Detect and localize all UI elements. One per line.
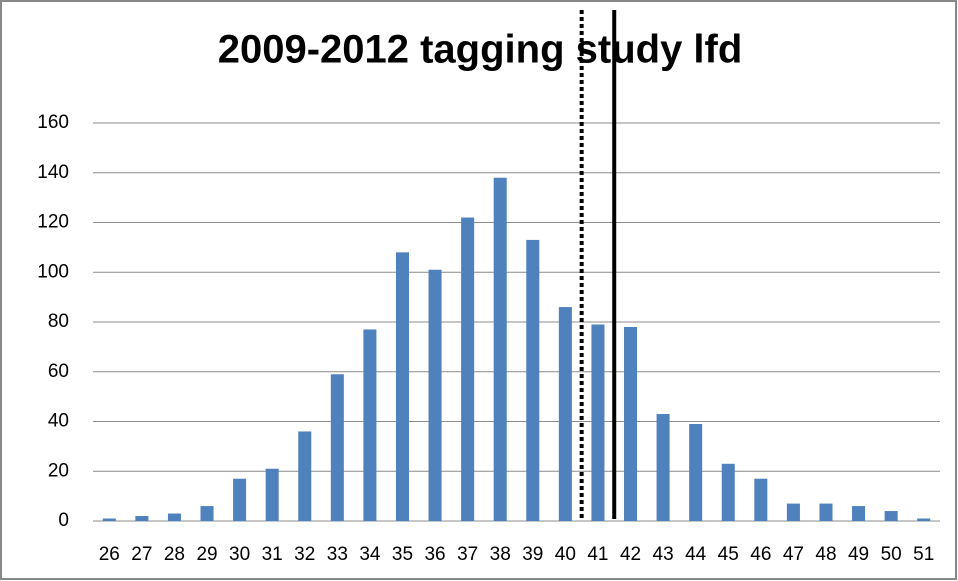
x-tick-label: 31: [262, 544, 283, 565]
x-tick-label: 39: [522, 544, 543, 565]
y-tick-label: 0: [58, 510, 69, 531]
bar: [754, 478, 768, 521]
bar: [689, 423, 703, 521]
x-tick-label: 27: [131, 544, 152, 565]
bar: [624, 326, 638, 521]
bar: [917, 518, 931, 521]
x-tick-label: 50: [881, 544, 902, 565]
bar: [200, 506, 214, 521]
bar: [428, 269, 442, 521]
bar: [558, 307, 572, 521]
bar: [786, 503, 800, 521]
x-tick-label: 41: [587, 544, 608, 565]
x-tick-label: 35: [392, 544, 413, 565]
bar: [526, 239, 540, 521]
x-tick-label: 34: [359, 544, 381, 565]
chart-title: 2009-2012 tagging study lfd: [218, 28, 743, 72]
bar: [721, 463, 735, 521]
bar: [102, 518, 116, 521]
x-tick-label: 28: [164, 544, 185, 565]
y-tick-label: 100: [37, 261, 69, 282]
x-tick-label: 29: [196, 544, 217, 565]
y-tick-label: 140: [37, 162, 69, 183]
bar: [233, 478, 247, 521]
x-tick-label: 32: [294, 544, 315, 565]
x-tick-label: 45: [718, 544, 739, 565]
bar: [330, 374, 344, 521]
x-tick-label: 43: [653, 544, 674, 565]
bar: [167, 513, 181, 521]
bar: [395, 252, 409, 521]
bar: [493, 177, 507, 521]
bar: [298, 431, 312, 521]
bar: [135, 516, 149, 521]
y-tick-label: 80: [48, 311, 69, 332]
bar: [363, 329, 377, 521]
x-tick-label: 46: [750, 544, 771, 565]
x-tick-label: 48: [815, 544, 836, 565]
bar: [852, 506, 866, 521]
x-tick-label: 30: [229, 544, 250, 565]
bar: [461, 217, 475, 521]
x-tick-label: 51: [913, 544, 934, 565]
y-tick-label: 120: [37, 212, 69, 233]
x-tick-label: 37: [457, 544, 478, 565]
bar: [819, 503, 833, 521]
y-tick-label: 40: [48, 411, 69, 432]
x-tick-label: 44: [685, 544, 707, 565]
x-tick-label: 33: [327, 544, 348, 565]
bar: [656, 414, 670, 521]
y-tick-label: 20: [48, 460, 69, 481]
y-tick-label: 160: [37, 112, 69, 133]
x-tick-label: 47: [783, 544, 804, 565]
bar: [591, 324, 605, 521]
x-tick-label: 38: [490, 544, 511, 565]
bar: [265, 468, 279, 521]
y-tick-label: 60: [48, 361, 69, 382]
x-tick-label: 42: [620, 544, 641, 565]
bar: [884, 511, 898, 521]
x-tick-label: 26: [99, 544, 120, 565]
x-tick-label: 36: [424, 544, 445, 565]
x-tick-label: 49: [848, 544, 869, 565]
x-tick-label: 40: [555, 544, 576, 565]
